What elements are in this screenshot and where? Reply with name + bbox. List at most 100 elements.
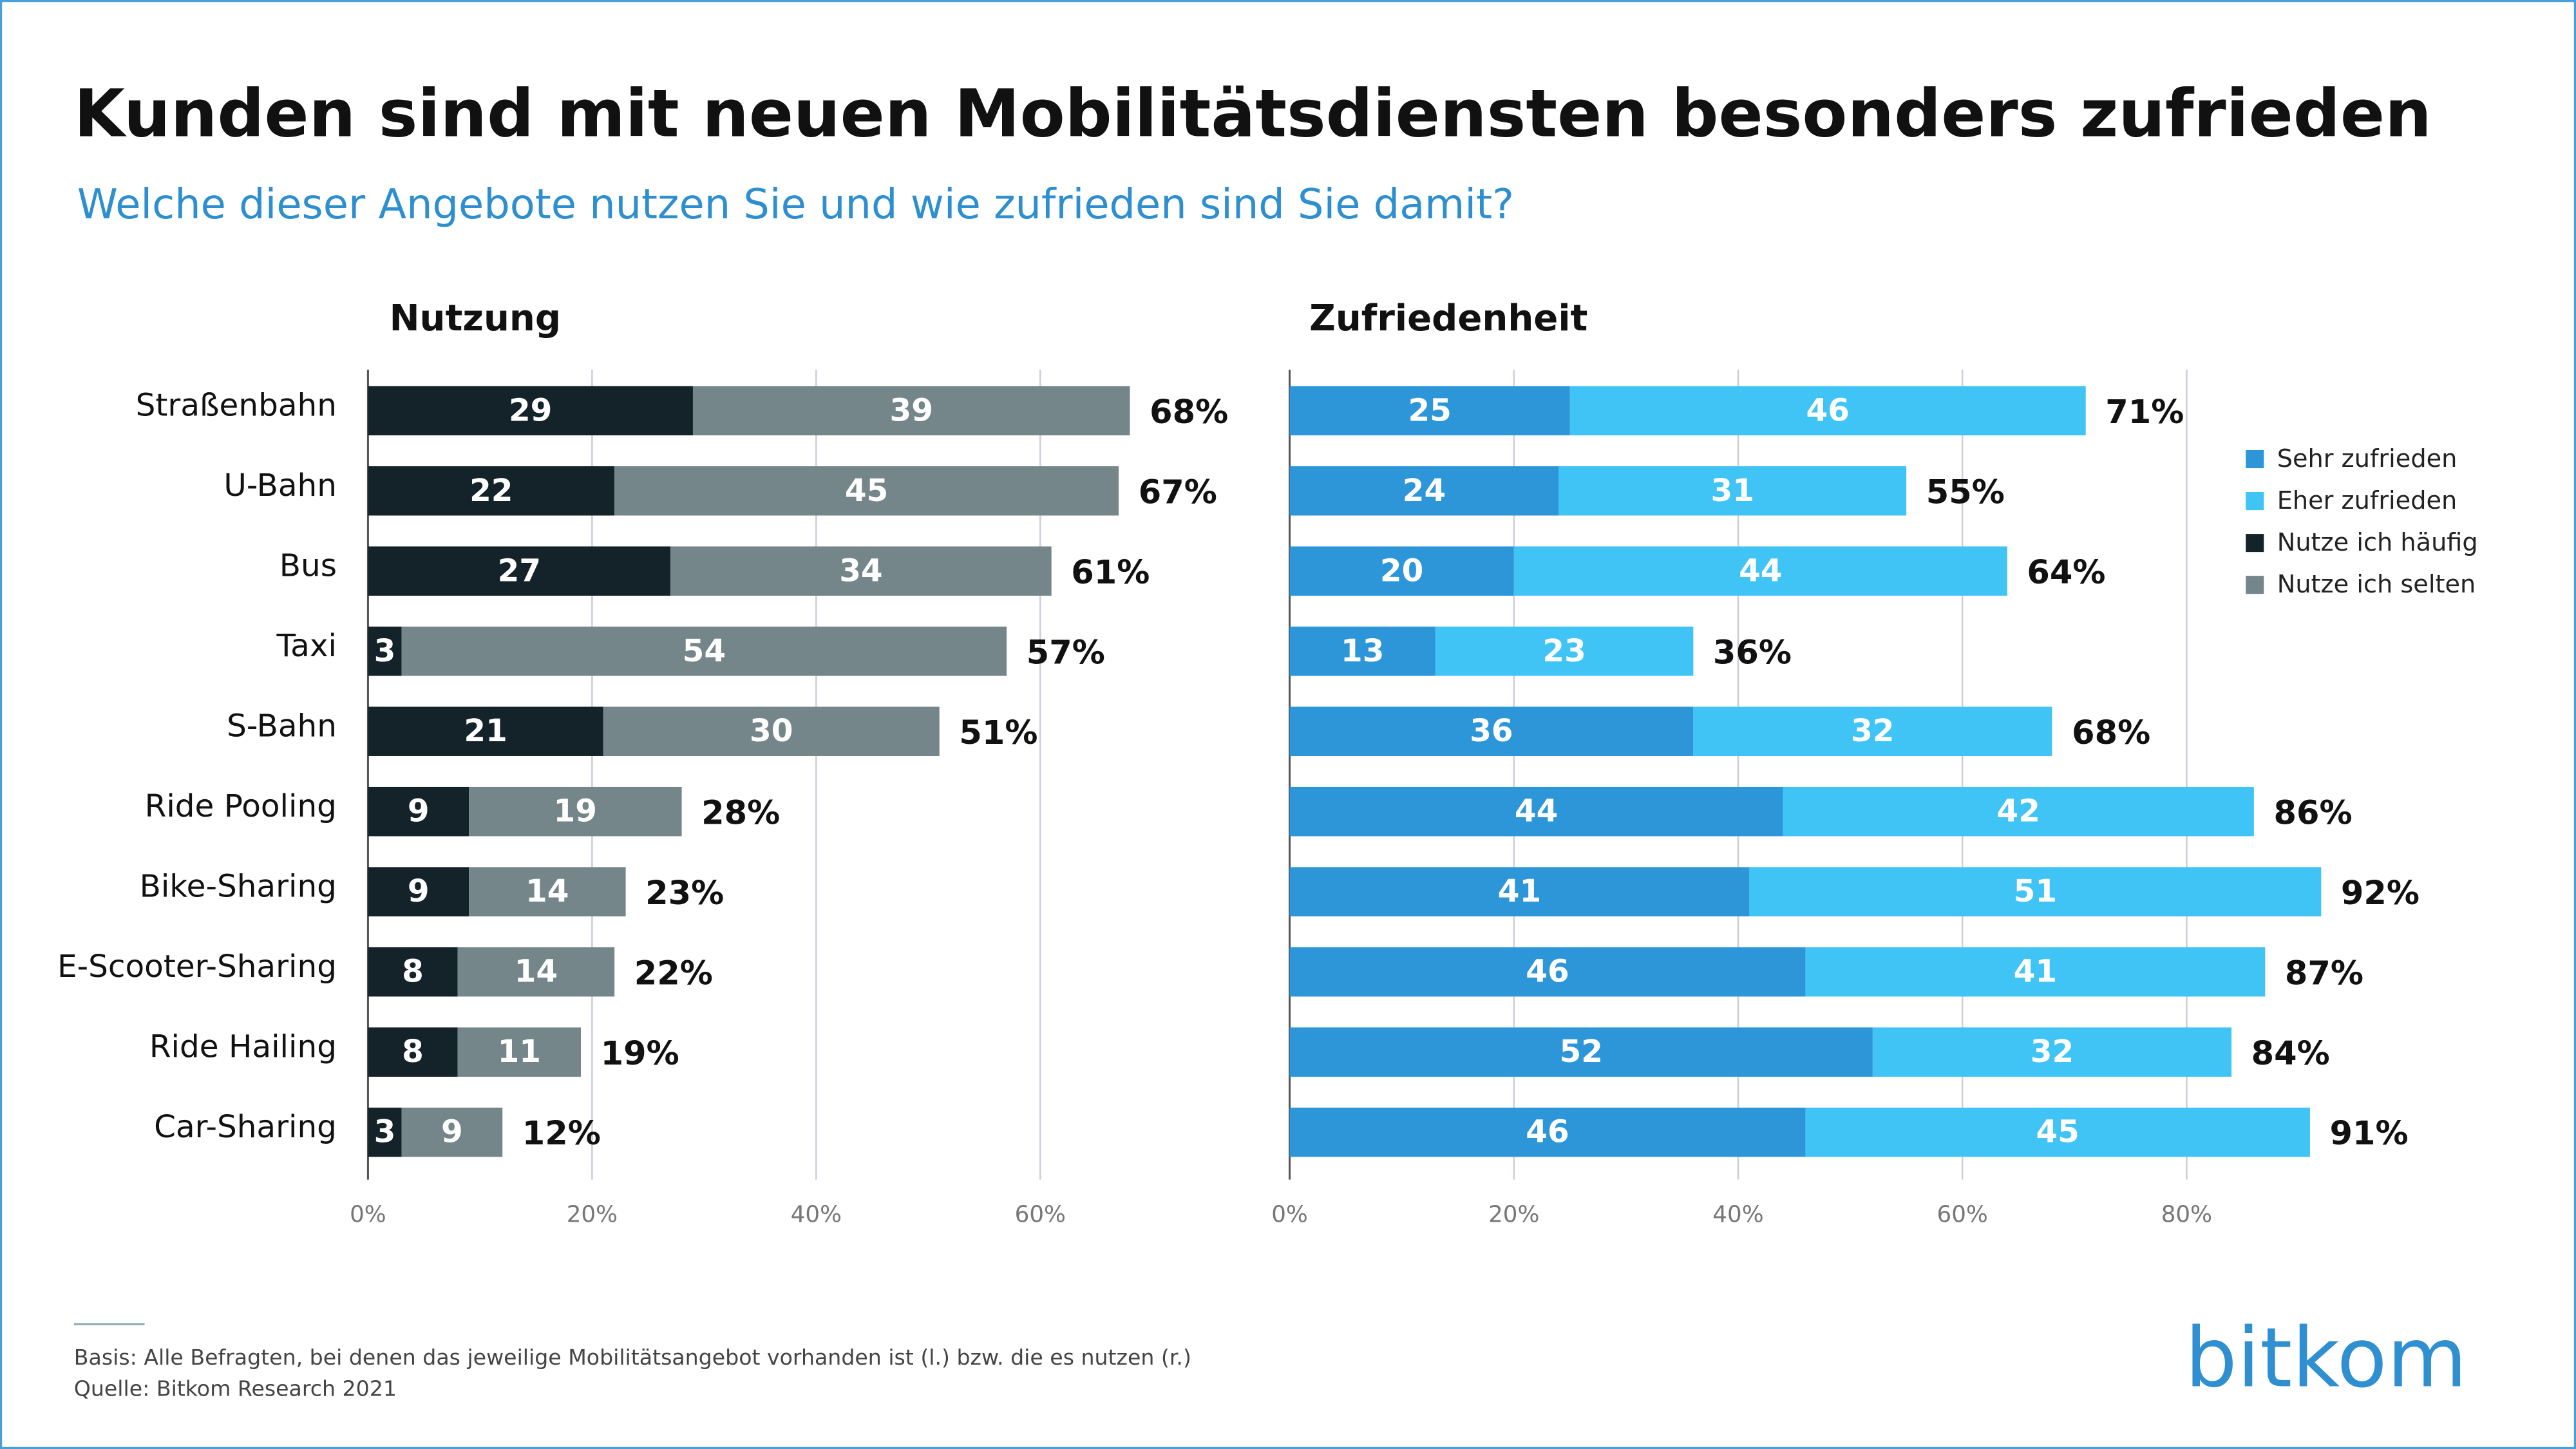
bar-segment [368,546,671,596]
segment-label: 3 [374,1114,396,1150]
segment-label: 39 [890,392,933,428]
bar-segment [1289,706,1694,756]
legend-label: Nutze ich selten [2277,570,2476,599]
segment-label: 27 [498,553,541,589]
total-label: 55% [1926,473,2005,511]
legend-label: Eher zufrieden [2277,486,2458,515]
bar-segment [1805,1107,2310,1157]
segment-label: 20 [1380,553,1423,589]
segment-label: 25 [1408,392,1451,428]
segment-label: 54 [683,633,726,669]
x-tick-label: 60% [1015,1202,1066,1228]
bar-segment [670,546,1052,596]
segment-label: 46 [1526,1114,1569,1150]
segment-label: 44 [1739,553,1782,589]
bar-segment [1783,786,2254,837]
bar-segment [1693,706,2052,756]
x-tick-label: 20% [1488,1202,1539,1228]
total-label: 61% [1071,554,1150,592]
segment-label: 42 [1997,793,2040,829]
total-label: 12% [522,1115,601,1153]
category-label: Taxi [276,628,337,664]
segment-label: 45 [2036,1114,2079,1150]
segment-label: 45 [845,473,888,509]
x-tick-label: 80% [2161,1202,2212,1228]
bar-segment [1289,626,1435,676]
segment-label: 31 [1711,473,1754,509]
title: Kunden sind mit neuen Mobilitätsdiensten… [74,76,2432,153]
segment-label: 22 [469,473,513,509]
total-label: 91% [2330,1115,2409,1153]
segment-label: 51 [2014,873,2057,909]
total-label: 36% [1713,634,1792,672]
segment-label: 29 [509,392,552,428]
bar-segment [1289,386,1570,436]
bar-segment [469,867,626,916]
bar-segment [368,947,458,997]
category-label: Ride Hailing [149,1029,337,1065]
segment-label: 14 [526,873,569,909]
panel-title: Nutzung [390,298,561,339]
segment-label: 23 [1542,633,1586,669]
subtitle: Welche dieser Angebote nutzen Sie und wi… [77,181,1514,229]
legend-swatch [2246,450,2264,469]
total-label: 87% [2285,954,2363,992]
total-label: 57% [1027,634,1105,672]
bar-segment [469,786,682,837]
segment-label: 41 [1498,873,1541,909]
segment-label: 44 [1515,793,1558,829]
category-label: U-Bahn [223,468,337,504]
bar-segment [401,1107,503,1157]
bar-segment [1749,867,2322,916]
bar-segment [368,1107,402,1157]
bar-segment [1289,947,1806,997]
segment-label: 9 [441,1114,463,1150]
bar-segment [368,1027,458,1077]
category-label: Ride Pooling [145,788,337,824]
segment-label: 9 [408,793,430,829]
bar-segment [1513,546,2007,596]
total-label: 68% [2072,714,2150,752]
segment-label: 19 [554,793,597,829]
category-label: E-Scooter-Sharing [57,949,337,985]
bar-segment [368,706,603,756]
total-label: 68% [1150,393,1228,431]
bar-segment [1872,1027,2232,1077]
logo: bitkom [2185,1311,2467,1406]
bar-segment [1289,1107,1806,1157]
total-label: 22% [634,954,713,992]
segment-label: 9 [408,873,430,909]
x-tick-label: 40% [1712,1202,1763,1228]
note: Basis: Alle Befragten, bei denen das jew… [74,1345,1191,1370]
x-tick-label: 60% [1937,1202,1988,1228]
x-tick-label: 20% [567,1202,618,1228]
bar-segment [1435,626,1694,676]
x-tick-label: 40% [791,1202,842,1228]
bar-segment [1289,1027,1873,1077]
bar-segment [368,786,469,837]
bar-segment [1569,386,2086,436]
bar-segment [368,466,615,516]
segment-label: 3 [374,633,396,669]
segment-label: 52 [1560,1034,1603,1070]
segment-label: 46 [1526,954,1569,990]
segment-label: 32 [2031,1034,2074,1070]
segment-label: 14 [515,954,558,990]
segment-label: 34 [839,553,882,589]
bar-segment [603,706,940,756]
legend-label: Sehr zufrieden [2277,444,2458,473]
x-tick-label: 0% [1271,1202,1308,1228]
total-label: 92% [2341,875,2420,913]
bar-segment [368,626,402,676]
total-label: 51% [959,714,1037,752]
bar-segment [368,386,693,436]
total-label: 67% [1139,473,1217,511]
total-label: 84% [2251,1035,2330,1073]
bar-segment [457,947,615,997]
bar-segment [401,626,1007,676]
note: Quelle: Bitkom Research 2021 [74,1376,397,1401]
total-label: 86% [2273,794,2352,832]
total-label: 64% [2027,554,2105,592]
bar-segment [1805,947,2266,997]
